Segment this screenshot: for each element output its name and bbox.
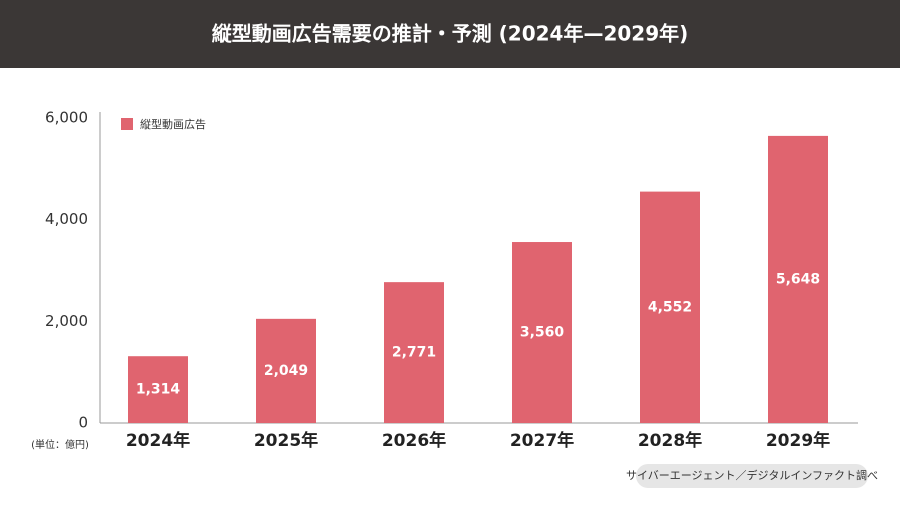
y-tick-label: 4,000 (45, 210, 88, 228)
y-tick-label: 0 (78, 414, 88, 432)
title-bar (0, 0, 900, 68)
x-tick-label: 2026年 (382, 430, 446, 451)
value-label: 2,049 (264, 363, 308, 379)
x-tick-label: 2027年 (510, 430, 574, 451)
bar (128, 356, 188, 423)
value-label: 1,314 (136, 382, 181, 398)
bar (768, 135, 828, 424)
x-tick-label: 2025年 (254, 430, 318, 451)
x-tick-label: 2029年 (766, 430, 830, 451)
source-pill (636, 464, 868, 488)
unit-label: (単位：億円) (31, 438, 89, 451)
value-label: 5,648 (776, 271, 820, 287)
value-label: 4,552 (648, 299, 692, 315)
x-tick-label: 2028年 (638, 430, 702, 451)
y-tick-label: 6,000 (45, 109, 88, 127)
value-label: 3,560 (520, 325, 565, 341)
value-label: 2,771 (392, 345, 436, 361)
y-tick-label: 2,000 (45, 312, 88, 330)
bar (256, 318, 316, 423)
bar (384, 282, 444, 423)
x-tick-label: 2024年 (126, 430, 190, 451)
chart-title: 縦型動画広告需要の推計・予測 (2024年—2029年) (212, 22, 689, 46)
legend-label: 縦型動画広告 (140, 117, 206, 131)
legend-swatch (121, 118, 133, 130)
source: サイバーエージェント／デジタルインファクト調べ (626, 468, 878, 482)
bar (512, 242, 572, 423)
bar (640, 191, 700, 423)
